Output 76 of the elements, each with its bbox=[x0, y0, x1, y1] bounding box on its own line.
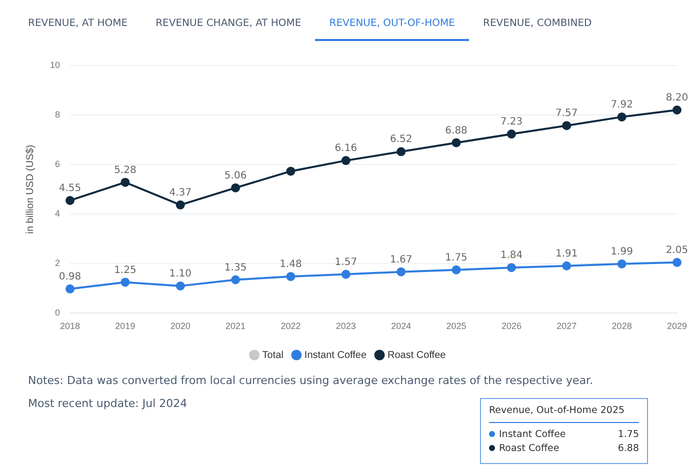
point bbox=[286, 166, 296, 176]
y-axis-title: in billion USD (US$) bbox=[24, 144, 36, 234]
data-label: 8.20 bbox=[666, 92, 688, 104]
data-label: 2.05 bbox=[666, 244, 688, 256]
x-tick-label: 2028 bbox=[612, 321, 632, 332]
point bbox=[506, 263, 516, 272]
point bbox=[562, 261, 572, 270]
point bbox=[562, 121, 572, 130]
data-label: 1.35 bbox=[224, 262, 247, 274]
x-tick-label: 2021 bbox=[226, 321, 246, 332]
data-label: 1.48 bbox=[280, 259, 302, 270]
data-label: 1.67 bbox=[390, 254, 412, 266]
point bbox=[452, 138, 461, 148]
y-tick-label: 4 bbox=[54, 208, 60, 219]
point bbox=[120, 178, 130, 187]
point bbox=[231, 275, 240, 284]
data-label: 1.57 bbox=[334, 256, 358, 268]
x-tick-label: 2029 bbox=[666, 321, 688, 332]
data-label: 4.55 bbox=[58, 183, 82, 194]
point bbox=[672, 258, 682, 267]
point bbox=[396, 147, 406, 156]
data-label: 1.99 bbox=[610, 246, 633, 258]
x-tick-label: 2019 bbox=[115, 321, 136, 332]
data-label: 7.57 bbox=[556, 108, 578, 120]
point bbox=[231, 183, 240, 192]
data-label: 6.16 bbox=[334, 143, 358, 154]
x-tick-label: 2024 bbox=[391, 321, 412, 332]
x-tick-label: 2022 bbox=[280, 321, 301, 332]
data-label: 5.28 bbox=[114, 164, 136, 176]
y-tick-label: 6 bbox=[54, 159, 60, 170]
y-tick-label: 0 bbox=[54, 308, 60, 318]
point bbox=[341, 270, 350, 279]
data-label: 1.91 bbox=[556, 248, 578, 260]
point bbox=[617, 112, 626, 122]
text: REVENUE, COMBINED bbox=[482, 17, 593, 31]
x-tick-label: 2026 bbox=[501, 321, 522, 332]
legend-label: Instant Coffee bbox=[304, 350, 367, 361]
point bbox=[176, 200, 185, 210]
data-label: 1.10 bbox=[169, 268, 192, 280]
tooltip-panel: Revenue, Out-of-Home 2025 Instant Coffee 1.75 Roast Coffee 6.88 bbox=[480, 398, 648, 464]
data-label: 6.88 bbox=[445, 125, 468, 136]
data-label: 1.75 bbox=[445, 252, 468, 264]
x-tick-label: 2018 bbox=[60, 321, 80, 332]
data-label: 5.06 bbox=[224, 170, 247, 182]
point bbox=[617, 259, 626, 268]
data-label: 7.92 bbox=[610, 100, 633, 111]
legend-label: Total bbox=[262, 350, 284, 361]
text: Most recent update: Jul 2024 bbox=[28, 397, 188, 410]
legend-label: Roast Coffee bbox=[388, 350, 446, 361]
point bbox=[452, 265, 461, 274]
text: REVENUE, AT HOME bbox=[27, 17, 129, 31]
x-tick-label: 2025 bbox=[446, 321, 466, 332]
point bbox=[341, 156, 350, 166]
point bbox=[176, 281, 185, 290]
point bbox=[672, 106, 682, 115]
text: REVENUE, OUT-OF-HOME bbox=[315, 10, 470, 41]
x-tick-label: 2023 bbox=[336, 321, 356, 332]
data-label: 1.84 bbox=[500, 250, 523, 262]
text: Notes: Data was converted from local currencies using average exchange rates of the respective year. bbox=[28, 374, 594, 387]
x-tick-label: 2020 bbox=[170, 321, 190, 332]
x-tick-label: 2027 bbox=[556, 321, 577, 332]
point bbox=[66, 284, 75, 294]
point bbox=[120, 278, 130, 287]
data-label: 0.98 bbox=[58, 272, 82, 283]
point bbox=[66, 196, 75, 205]
point bbox=[396, 267, 406, 276]
data-label: 6.52 bbox=[390, 134, 412, 146]
y-tick-label: 10 bbox=[50, 60, 60, 70]
point bbox=[506, 130, 516, 139]
y-tick-label: 2 bbox=[54, 258, 60, 268]
data-label: 1.25 bbox=[114, 264, 136, 276]
point bbox=[286, 272, 296, 282]
text: REVENUE CHANGE, AT HOME bbox=[154, 17, 302, 31]
data-label: 4.37 bbox=[169, 188, 192, 199]
data-label: 7.23 bbox=[500, 116, 523, 128]
y-tick-label: 8 bbox=[54, 109, 60, 120]
